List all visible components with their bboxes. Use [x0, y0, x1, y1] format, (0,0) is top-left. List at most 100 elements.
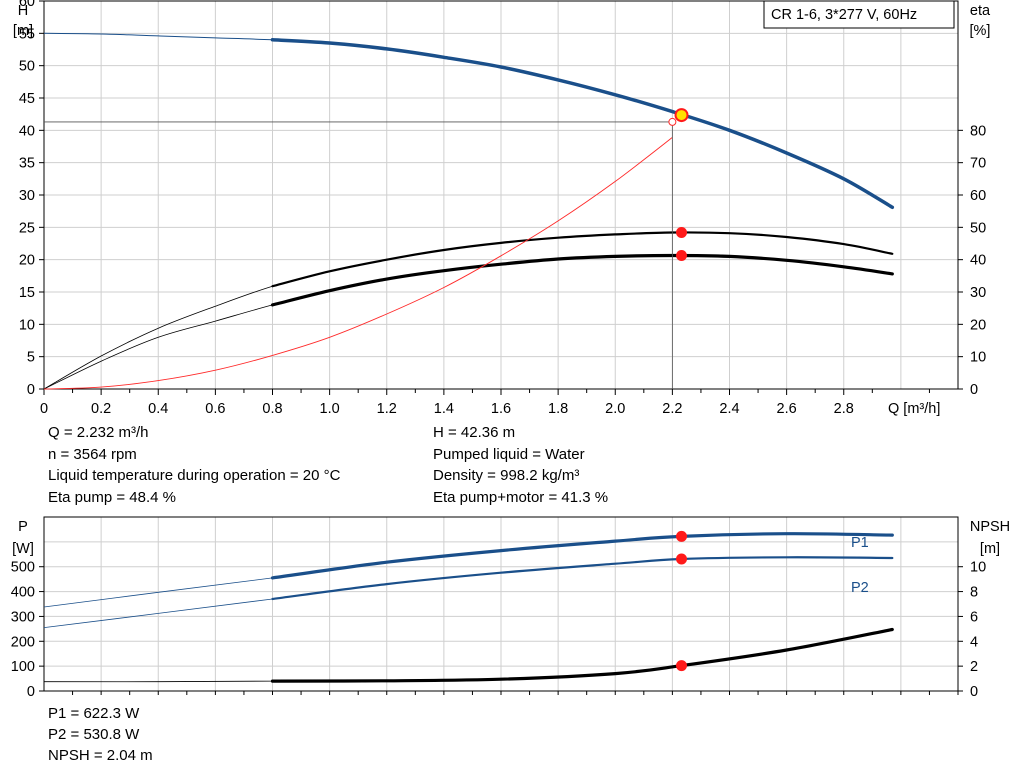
npsh-curve-thick-line	[270, 627, 894, 683]
left-tick-label: 55	[19, 26, 35, 42]
npsh-curve-thin-line	[43, 629, 893, 683]
system-endpoint-marker	[668, 117, 677, 126]
bottom-right-axis-label-2: [m]	[980, 541, 1000, 557]
x-tick-label: 0.4	[148, 401, 168, 417]
info-q: Q = 2.232 m³/h	[48, 424, 149, 441]
left-tick-label: 25	[19, 220, 35, 236]
bottom-right-axis-label-1: NPSH	[970, 519, 1010, 535]
info-h: H = 42.36 m	[433, 424, 516, 441]
bottom-right-tick-label: 4	[970, 634, 978, 650]
eta-pump-motor-curve-thick-line	[270, 253, 894, 307]
right-tick-label: 80	[970, 123, 986, 139]
right-tick-label: 50	[970, 220, 986, 236]
p1-curve-thick-line	[270, 532, 894, 580]
bottom-left-tick-label: 0	[27, 684, 35, 700]
system-curve-line	[43, 137, 673, 390]
x-tick-label: 2.8	[834, 401, 854, 417]
left-tick-label: 35	[19, 156, 35, 172]
bottom-right-tick-label: 2	[970, 659, 978, 675]
p1-marker	[676, 530, 688, 542]
bottom-right-tick-label: 10	[970, 560, 986, 576]
x-tick-label: 2.0	[605, 401, 625, 417]
p1-curve-thin-line	[43, 533, 893, 608]
right-tick-label: 60	[970, 188, 986, 204]
top-left-axis-label-2: [m]	[13, 23, 33, 39]
x-tick-label: 0.8	[262, 401, 282, 417]
operating-point-markers	[44, 108, 689, 672]
top-chart-series	[43, 32, 895, 390]
npsh-marker	[676, 660, 688, 672]
bottom-right-tick-label: 8	[970, 585, 978, 601]
top-chart-grid	[44, 0, 958, 390]
right-tick-label: 10	[970, 350, 986, 366]
x-tick-label: 1.2	[377, 401, 397, 417]
left-tick-label: 5	[27, 350, 35, 366]
left-tick-label: 50	[19, 59, 35, 75]
right-tick-label: 40	[970, 253, 986, 269]
info-eta-pump: Eta pump = 48.4 %	[48, 489, 176, 506]
x-axis-label: Q [m³/h]	[888, 401, 940, 417]
p2-marker	[676, 553, 688, 565]
title-box: CR 1-6, 3*277 V, 60Hz	[763, 0, 955, 29]
x-tick-label: 0.2	[91, 401, 111, 417]
left-tick-label: 40	[19, 123, 35, 139]
left-tick-label: 60	[19, 0, 35, 10]
top-right-axis-label-1: eta	[970, 3, 991, 19]
eta-pump-marker	[676, 227, 688, 239]
title-box-text: CR 1-6, 3*277 V, 60Hz	[771, 7, 917, 23]
info-n: n = 3564 rpm	[48, 446, 137, 463]
bottom-left-axis-label-2: [W]	[12, 541, 34, 557]
bottom-chart-series	[43, 532, 894, 683]
left-tick-label: 45	[19, 91, 35, 107]
head-curve-thick-line	[270, 38, 895, 210]
p2-series-label: P2	[851, 580, 869, 596]
x-tick-label: 1.8	[548, 401, 568, 417]
operating-point-marker	[674, 108, 689, 123]
info-eta-pump-motor: Eta pump+motor = 41.3 %	[433, 489, 609, 506]
right-tick-label: 0	[970, 382, 978, 398]
top-right-axis-label-2: [%]	[970, 23, 991, 39]
p1-series-label: P1	[851, 535, 869, 551]
eta-pump-motor-curve-thin-line	[43, 255, 893, 390]
p2-curve-thin-line	[43, 556, 893, 628]
info-density: Density = 998.2 kg/m³	[433, 467, 580, 484]
bottom-right-tick-label: 6	[970, 609, 978, 625]
left-tick-label: 10	[19, 317, 35, 333]
left-tick-label: 0	[27, 382, 35, 398]
info-p2: P2 = 530.8 W	[48, 726, 140, 743]
bottom-left-tick-label: 500	[11, 560, 35, 576]
bottom-left-tick-label: 300	[11, 609, 35, 625]
axis-labels: H [m] eta [%] Q [m³/h] P [W] NPSH [m] P1…	[12, 3, 1010, 596]
info-liquid: Pumped liquid = Water	[433, 446, 585, 463]
x-tick-label: 0.6	[205, 401, 225, 417]
bottom-left-tick-label: 200	[11, 634, 35, 650]
x-tick-label: 1.0	[320, 401, 340, 417]
bottom-chart-axes: 0 100 200 300 400 500 0 2 4 6 8 10	[11, 516, 986, 700]
x-tick-label: 2.6	[777, 401, 797, 417]
x-tick-label: 1.4	[434, 401, 454, 417]
bottom-left-tick-label: 100	[11, 659, 35, 675]
eta-pump-curve-thick-line	[271, 231, 894, 288]
bottom-right-tick-label: 0	[970, 684, 978, 700]
right-tick-label: 30	[970, 285, 986, 301]
x-tick-label: 1.6	[491, 401, 511, 417]
eta-pump-motor-marker	[676, 249, 688, 261]
x-tick-label: 0	[40, 401, 48, 417]
x-tick-label: 2.2	[662, 401, 682, 417]
right-tick-label: 20	[970, 317, 986, 333]
left-tick-label: 15	[19, 285, 35, 301]
p2-curve-thick-line	[271, 556, 894, 601]
info-p1: P1 = 622.3 W	[48, 705, 140, 722]
eta-pump-curve-thin-line	[43, 232, 893, 390]
top-chart-axes: 0 0.2 0.4 0.6 0.8 1.0 1.2 1.4 1.6 1.8 2.0 2.2 2.4 2.6…	[19, 0, 986, 417]
x-tick-label: 2.4	[719, 401, 739, 417]
bottom-left-tick-label: 400	[11, 585, 35, 601]
bottom-left-axis-label-1: P	[18, 519, 28, 535]
bottom-chart-grid	[44, 517, 958, 692]
left-tick-label: 20	[19, 253, 35, 269]
top-left-axis-label-1: H	[18, 3, 28, 19]
left-tick-label: 30	[19, 188, 35, 204]
info-npsh: NPSH = 2.04 m	[48, 747, 153, 764]
info-temperature: Liquid temperature during operation = 20…	[48, 467, 341, 484]
